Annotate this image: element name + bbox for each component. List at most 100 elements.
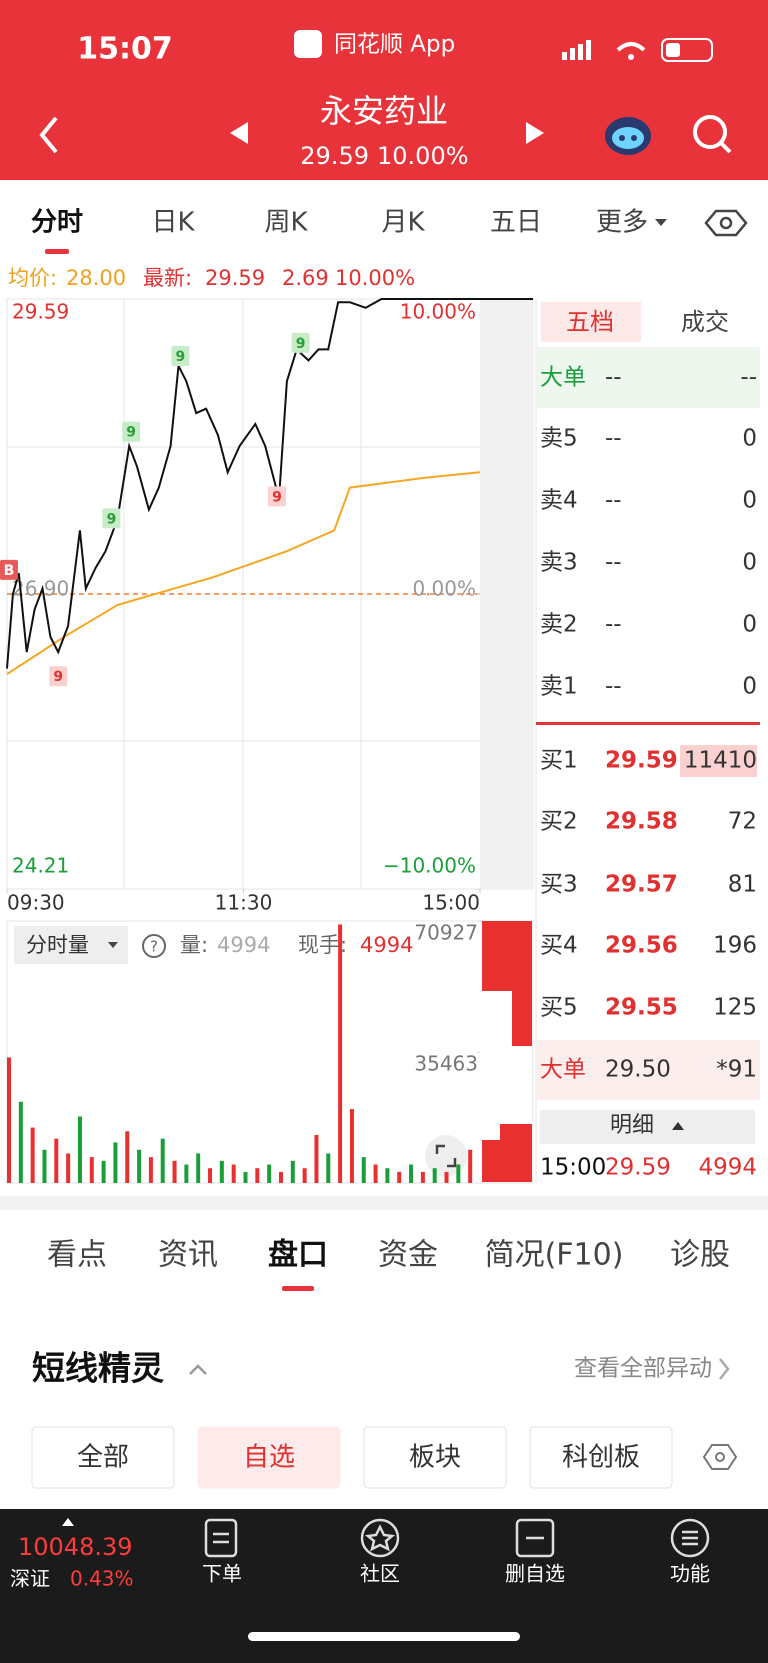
avg-label: 均价: <box>8 266 57 290</box>
price-line <box>6 298 480 669</box>
book-price: -- <box>605 426 622 452</box>
search-icon[interactable] <box>693 115 732 154</box>
view-all-link[interactable]: 查看全部异动 <box>574 1356 712 1382</box>
detail-header-bg <box>540 1110 755 1144</box>
detail-time: 15:00 <box>540 1155 606 1181</box>
filter-label: 自选 <box>243 1443 295 1473</box>
period-tab[interactable]: 更多 <box>596 208 648 238</box>
section-tab[interactable]: 资讯 <box>158 1238 218 1273</box>
volume-bar <box>89 1157 94 1183</box>
book-price: 29.58 <box>605 809 678 835</box>
filter-label: 科创板 <box>562 1443 640 1473</box>
book-volume: 0 <box>742 674 757 700</box>
book-tab-bg <box>541 302 641 342</box>
filter-button[interactable] <box>197 1426 341 1489</box>
settings-icon[interactable] <box>704 209 748 237</box>
period-tab[interactable]: 分时 <box>31 208 83 238</box>
signal-marker <box>171 346 190 367</box>
index-value: 10048.39 <box>18 1533 133 1561</box>
section-tab[interactable]: 诊股 <box>670 1238 730 1273</box>
book-price: -- <box>605 612 622 638</box>
volume-tick-label: 70927 <box>414 921 478 945</box>
back-button[interactable] <box>39 116 58 154</box>
collapse-icon[interactable] <box>189 1364 207 1375</box>
section-tab[interactable]: 资金 <box>378 1238 438 1273</box>
detail-header: 明细 <box>610 1113 654 1138</box>
volume-bar <box>267 1164 272 1183</box>
filter-button[interactable] <box>363 1426 507 1489</box>
volume-bar <box>7 1057 11 1183</box>
nav-icons <box>204 1518 710 1558</box>
section-tab[interactable]: 看点 <box>47 1238 107 1273</box>
y2-tick-label: −10.00% <box>383 854 476 878</box>
signal-label: 9 <box>126 425 136 441</box>
volume-selector[interactable] <box>14 926 128 964</box>
volume-bar <box>113 1142 118 1183</box>
book-label: 大单 <box>540 365 586 391</box>
book-label: 买1 <box>540 748 578 774</box>
prev-stock[interactable] <box>230 122 248 144</box>
volume-bar <box>373 1164 378 1183</box>
book-label: 卖1 <box>540 674 578 700</box>
section-tab[interactable]: 盘口 <box>268 1238 328 1273</box>
volume-bar <box>409 1164 414 1183</box>
help-mark: ? <box>150 938 158 956</box>
help-icon[interactable] <box>142 934 166 958</box>
volume-tick-label: 35463 <box>414 1052 478 1076</box>
nav-item[interactable]: 删自选 <box>505 1562 565 1586</box>
detail-caret <box>672 1122 684 1130</box>
volume-bar <box>397 1171 402 1183</box>
book-volume: 11410 <box>684 748 757 774</box>
period-tab[interactable]: 日K <box>151 208 195 238</box>
nav-item[interactable]: 下单 <box>202 1562 242 1586</box>
section-tab[interactable]: 简况(F10) <box>485 1238 624 1273</box>
volume-bar <box>54 1138 59 1183</box>
volume-bar <box>160 1138 165 1183</box>
volume-bar <box>77 1116 82 1183</box>
volume-bar <box>338 924 343 1183</box>
book-label: 大单 <box>540 1057 586 1083</box>
x-tick-label: 11:30 <box>215 891 273 915</box>
detail-price: 29.59 <box>605 1155 671 1181</box>
nav-item[interactable]: 功能 <box>670 1562 710 1586</box>
period-tab[interactable]: 周K <box>264 208 308 238</box>
volume-bar <box>125 1131 130 1183</box>
assistant-icon[interactable] <box>605 117 651 155</box>
volume-bar <box>208 1168 213 1183</box>
y-tick-label: 29.59 <box>12 300 69 324</box>
section-title: 短线精灵 <box>32 1349 164 1388</box>
filter-button[interactable] <box>529 1426 673 1489</box>
x-tick-label: 09:30 <box>7 891 65 915</box>
nav-item[interactable]: 社区 <box>360 1562 400 1586</box>
period-tab[interactable]: 月K <box>381 208 425 238</box>
volume-bar <box>456 1164 461 1183</box>
header-price: 29.59 <box>300 142 369 170</box>
link-arrow <box>719 1358 730 1380</box>
book-volume: -- <box>740 365 757 391</box>
signal-label: 9 <box>53 669 63 685</box>
more-caret <box>655 219 667 226</box>
book-separator <box>536 722 760 725</box>
next-stock[interactable] <box>526 122 544 144</box>
detail-volume: 4994 <box>698 1155 757 1181</box>
expand-button[interactable] <box>425 1135 467 1177</box>
index-change: 0.43% <box>70 1567 134 1591</box>
volume-bar <box>184 1164 189 1183</box>
qty-label: 量: <box>180 933 208 957</box>
book-tab[interactable]: 五档 <box>566 308 614 336</box>
qty-value: 4994 <box>217 933 270 957</box>
volume-bar <box>468 1149 473 1183</box>
latest-label: 最新: <box>143 266 192 290</box>
filter-button[interactable] <box>31 1426 175 1489</box>
book-tab[interactable]: 成交 <box>681 308 729 336</box>
period-tab[interactable]: 五日 <box>490 208 542 238</box>
status-icons <box>562 38 713 62</box>
filter-settings[interactable] <box>702 1444 738 1470</box>
book-label: 买2 <box>540 809 578 835</box>
tab-underline <box>45 249 69 254</box>
y2-tick-label: 0.00% <box>412 577 476 601</box>
volume-bar <box>18 1101 23 1183</box>
volume-bar <box>137 1149 142 1183</box>
